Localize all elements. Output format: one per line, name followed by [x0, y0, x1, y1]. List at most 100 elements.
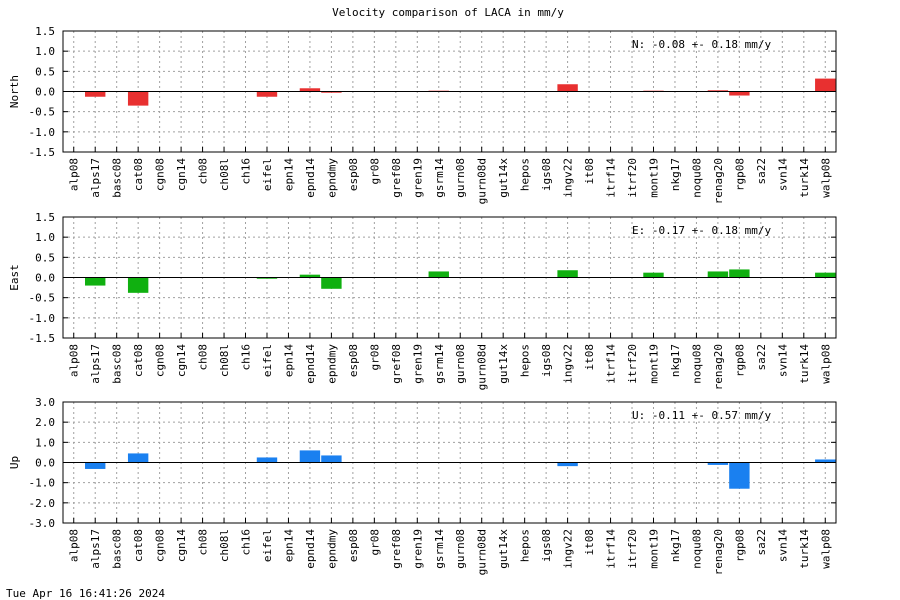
x-tick-label: renag20 — [712, 344, 725, 390]
x-tick-label: rgp08 — [733, 344, 746, 377]
x-tick-label: gref08 — [390, 158, 403, 198]
x-tick-label: itrf14 — [605, 344, 618, 384]
x-tick-label: igs08 — [540, 344, 553, 377]
bar-ingv22 — [557, 84, 578, 92]
x-tick-label: basc08 — [111, 344, 124, 384]
x-tick-label: epn14 — [282, 344, 295, 377]
x-tick-label: ch16 — [240, 344, 253, 371]
x-tick-label: svn14 — [776, 158, 789, 191]
x-tick-label: igs08 — [540, 529, 553, 562]
y-tick-label: -1.0 — [29, 477, 56, 490]
x-tick-label: gurn08d — [476, 158, 489, 204]
bar-walp08 — [815, 459, 836, 463]
x-tick-label: gurn08 — [454, 529, 467, 569]
x-tick-label: itrf14 — [605, 529, 618, 569]
x-tick-label: mont19 — [647, 344, 660, 384]
x-tick-label: cat08 — [132, 158, 145, 191]
y-tick-label: -1.0 — [29, 312, 56, 325]
y-tick-label: 1.0 — [35, 45, 55, 58]
x-tick-label: alps17 — [89, 158, 102, 198]
x-tick-label: turk14 — [798, 158, 811, 198]
y-tick-label: -1.5 — [29, 332, 56, 345]
bar-epndmy — [321, 91, 342, 93]
panel-up: 3.0 2.0 1.0 0.0 -1.0 -2.0 -3.0 alp08 alps17 basc0… — [8, 396, 837, 575]
x-tick-label: it08 — [583, 158, 596, 185]
bar-renag20 — [707, 462, 729, 465]
bar-renag20 — [707, 271, 729, 278]
x-tick-label: itrf20 — [626, 344, 639, 384]
x-tick-label: epndmy — [325, 158, 338, 198]
y-tick-label: 2.0 — [35, 416, 55, 429]
x-tick-label: alps17 — [89, 344, 102, 384]
panel-annotation: E: -0.17 +- 0.18 mm/y — [632, 224, 771, 237]
x-tick-label: renag20 — [712, 529, 725, 575]
panel-east: 1.5 1.0 0.5 0.0 -0.5 -1.0 -1.5 alp08 alps17 basc0… — [8, 211, 837, 390]
x-tick-label: sa22 — [755, 158, 768, 185]
bar-eifel — [256, 91, 278, 97]
x-tick-label: cgn08 — [154, 344, 167, 377]
x-tick-label: sa22 — [755, 529, 768, 556]
chart-title: Velocity comparison of LACA in mm/y — [332, 6, 564, 19]
x-tick-label: gurn08 — [454, 158, 467, 198]
x-tick-label: turk14 — [798, 529, 811, 569]
x-tick-label: epndmy — [325, 529, 338, 569]
x-tick-label: ch16 — [240, 529, 253, 556]
x-tick-label: gurn08d — [476, 529, 489, 575]
x-tick-label: alps17 — [89, 529, 102, 569]
x-tick-label: hepos — [519, 158, 532, 191]
bar-alps17 — [85, 462, 106, 469]
x-tick-label: hepos — [519, 529, 532, 562]
x-tick-label: walp08 — [819, 529, 832, 569]
x-tick-label: it08 — [583, 344, 596, 371]
x-tick-label: gref08 — [390, 344, 403, 384]
x-tick-label: epnd14 — [304, 529, 317, 569]
x-tick-label: nkg17 — [669, 158, 682, 191]
panel-annotation: N: -0.08 +- 0.18 mm/y — [632, 38, 771, 51]
x-tick-label: gurn08d — [476, 344, 489, 390]
x-tick-label: esp08 — [347, 344, 360, 377]
x-tick-label: cgn14 — [175, 529, 188, 562]
y-tick-label: -2.0 — [29, 497, 56, 510]
y-tick-label: -1.0 — [29, 126, 56, 139]
x-tick-label: cat08 — [132, 529, 145, 562]
x-tick-label: eifel — [261, 158, 274, 191]
bar-mont19 — [643, 272, 664, 278]
bar-eifel — [256, 277, 278, 279]
x-tick-label: basc08 — [111, 529, 124, 569]
x-tick-label: gsrm14 — [433, 158, 446, 198]
plot-frame — [62, 30, 837, 153]
x-tick-label: turk14 — [798, 344, 811, 384]
x-tick-label: cgn08 — [154, 158, 167, 191]
x-tick-label: cat08 — [132, 344, 145, 377]
x-tick-label: nkg17 — [669, 529, 682, 562]
x-tick-label: ingv22 — [562, 344, 575, 384]
x-tick-label: basc08 — [111, 158, 124, 198]
panel-annotation: U: -0.11 +- 0.57 mm/y — [632, 409, 771, 422]
bar-renag20 — [707, 90, 729, 92]
x-tick-label: igs08 — [540, 158, 553, 191]
y-tick-label: 1.5 — [35, 211, 55, 224]
x-tick-label: gut14x — [497, 344, 510, 384]
x-tick-label: noqu08 — [690, 344, 703, 384]
bar-walp08 — [815, 272, 836, 278]
y-tick-label: 0.0 — [35, 86, 55, 99]
x-tick-label: epn14 — [282, 158, 295, 191]
y-tick-label: 0.5 — [35, 65, 55, 78]
panel-north: 1.5 1.0 0.5 0.0 -0.5 -1.0 -1.5 alp08 alps17 basc0… — [8, 25, 837, 204]
y-tick-label: -0.5 — [29, 292, 56, 305]
x-tick-label: hepos — [519, 344, 532, 377]
y-tick-label: -0.5 — [29, 106, 56, 119]
y-tick-label: 0.0 — [35, 272, 55, 285]
x-tick-label: rgp08 — [733, 529, 746, 562]
x-tick-label: gr08 — [368, 158, 381, 185]
x-tick-label: ch08 — [197, 158, 210, 185]
y-axis-label: Up — [8, 456, 21, 469]
x-tick-label: gr08 — [368, 344, 381, 371]
bar-alps17 — [85, 277, 106, 286]
x-tick-label: walp08 — [819, 158, 832, 198]
x-tick-label: alp08 — [68, 529, 81, 562]
y-tick-label: -3.0 — [29, 517, 56, 530]
x-tick-label: ch08l — [218, 158, 231, 191]
y-axis-label: East — [8, 264, 21, 291]
x-tick-label: itrf14 — [605, 158, 618, 198]
